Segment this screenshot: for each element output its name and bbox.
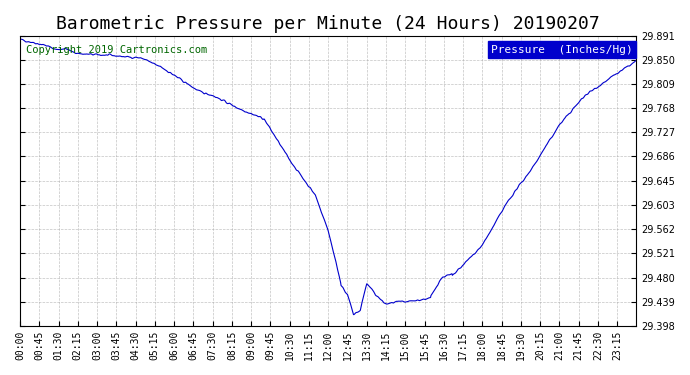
Title: Barometric Pressure per Minute (24 Hours) 20190207: Barometric Pressure per Minute (24 Hours…	[56, 15, 600, 33]
Text: Pressure  (Inches/Hg): Pressure (Inches/Hg)	[491, 45, 633, 55]
Text: Copyright 2019 Cartronics.com: Copyright 2019 Cartronics.com	[26, 45, 208, 55]
